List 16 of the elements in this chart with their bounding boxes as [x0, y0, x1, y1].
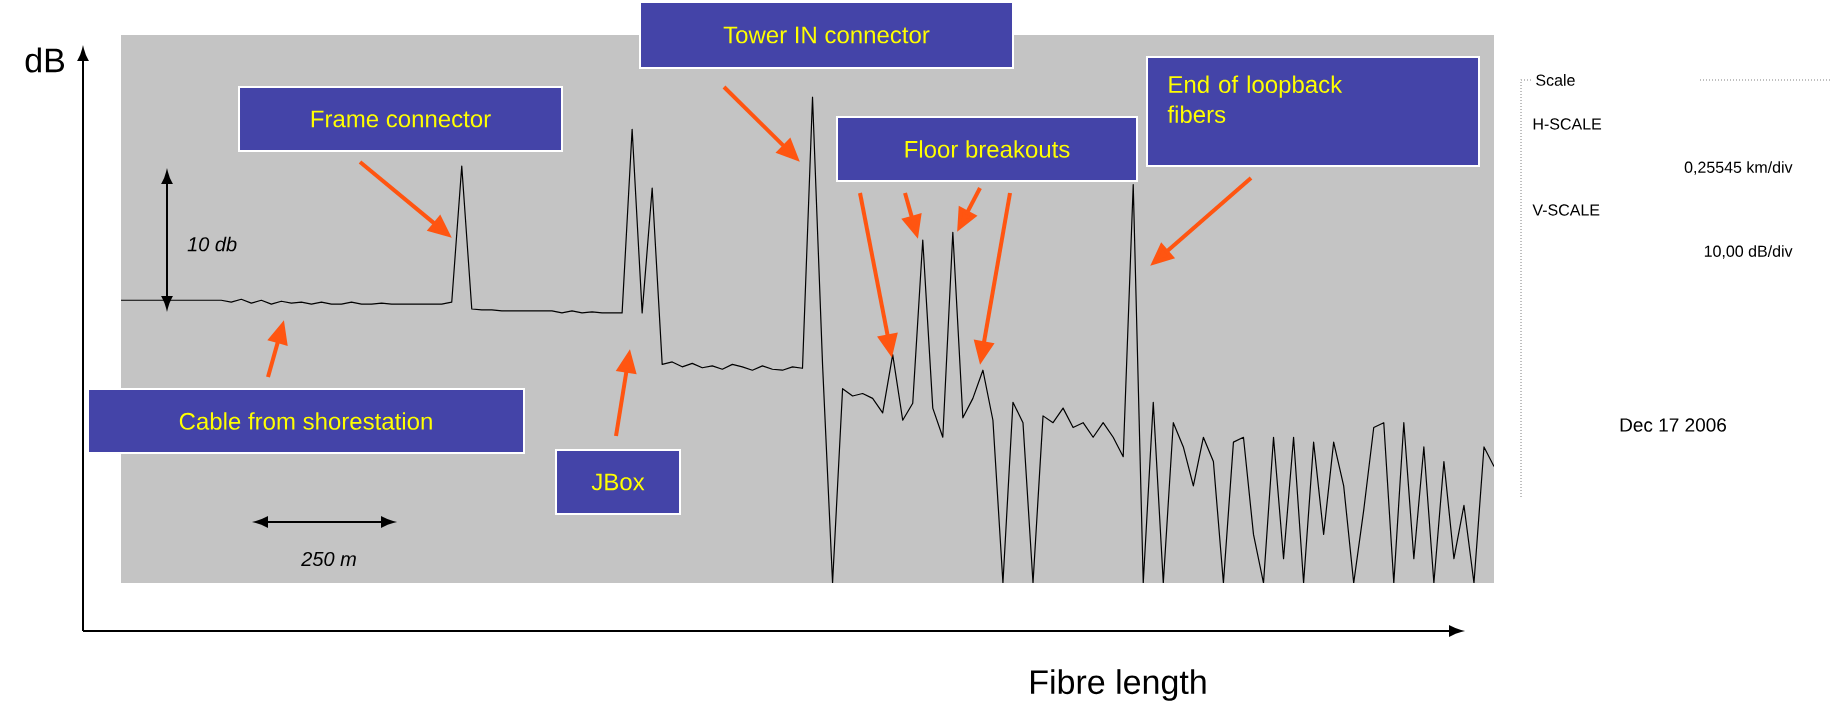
annotation: End of loopback fibers: [1167, 75, 1343, 124]
text: 0,25545 km/div: [1684, 161, 1793, 175]
text: V-SCALE: [1532, 204, 1600, 216]
text: Tower IN connector: [723, 26, 930, 44]
annotation: 250 m: [301, 551, 356, 567]
text: Scale: [1536, 74, 1575, 86]
text: Dec 17 2006: [1620, 418, 1727, 432]
annotation: Floor breakouts: [905, 140, 1070, 158]
y-axis-title: dB: [25, 47, 65, 73]
x-axis-title: Fibre length: [1031, 669, 1206, 701]
text: 10,00 dB/div: [1704, 245, 1793, 259]
annotation: 10 db: [187, 236, 237, 252]
annotation: Cable from shorestation: [179, 412, 432, 430]
text: H-SCALE: [1533, 118, 1602, 130]
annotation: JBox: [591, 473, 645, 491]
annotation: Frame connector: [311, 110, 491, 128]
